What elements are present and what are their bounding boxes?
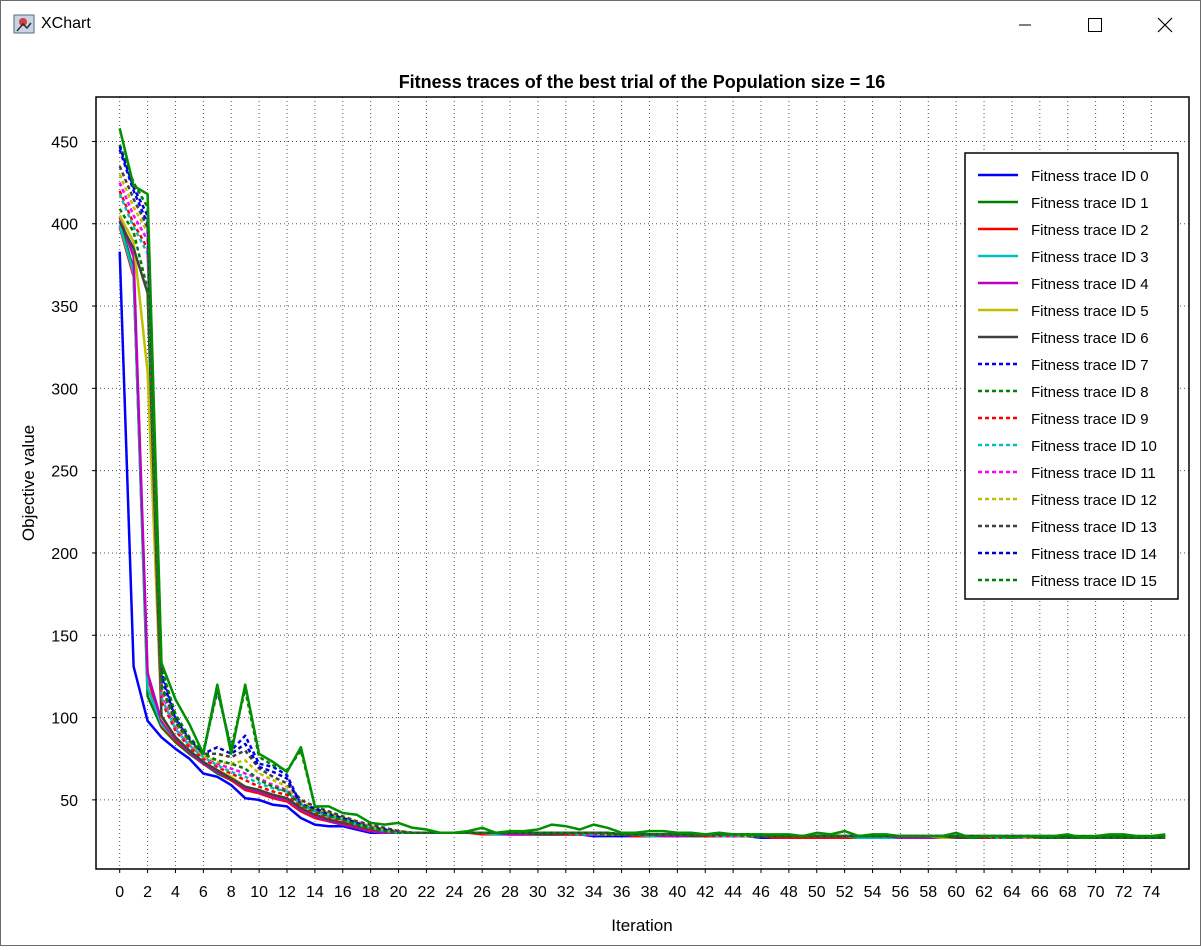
x-tick-label: 70: [1087, 884, 1105, 901]
x-tick-label: 28: [501, 884, 519, 901]
maximize-icon: [1088, 18, 1102, 32]
x-tick-label: 34: [585, 884, 603, 901]
x-tick-label: 18: [362, 884, 380, 901]
x-tick-label: 66: [1031, 884, 1049, 901]
x-tick-label: 0: [115, 884, 124, 901]
minimize-icon: [1019, 24, 1031, 26]
legend-box: [964, 152, 1179, 600]
legend-label: Fitness trace ID 12: [1031, 492, 1157, 509]
y-tick-label: 200: [51, 546, 78, 563]
x-tick-label: 74: [1142, 884, 1160, 901]
x-tick-label: 58: [919, 884, 937, 901]
x-tick-label: 32: [557, 884, 575, 901]
x-axis-ticks: 0 2 4 6 8 10 12 14 16 18 20 22 24 26 28 30 32 34 36 38 40 42 4…: [115, 869, 1160, 901]
x-tick-label: 54: [864, 884, 882, 901]
legend-label: Fitness trace ID 15: [1031, 573, 1157, 590]
x-tick-label: 48: [780, 884, 798, 901]
maximize-button[interactable]: [1072, 1, 1118, 49]
legend-label: Fitness trace ID 9: [1031, 411, 1149, 428]
x-tick-label: 6: [199, 884, 208, 901]
y-tick-label: 300: [51, 381, 78, 398]
plot-area-border: [95, 96, 1190, 870]
x-tick-label: 8: [227, 884, 236, 901]
chart-title: Fitness traces of the best trial of the …: [399, 72, 886, 92]
x-tick-label: 22: [418, 884, 436, 901]
title-bar[interactable]: XChart: [1, 1, 1200, 49]
legend-label: Fitness trace ID 1: [1031, 195, 1149, 212]
x-tick-label: 64: [1003, 884, 1021, 901]
x-tick-label: 2: [143, 884, 152, 901]
x-tick-label: 4: [171, 884, 180, 901]
x-tick-label: 62: [975, 884, 993, 901]
x-tick-label: 12: [278, 884, 296, 901]
series-line-15: [118, 208, 1166, 839]
y-tick-label: 250: [51, 464, 78, 481]
x-tick-label: 52: [836, 884, 854, 901]
y-tick-label: 100: [51, 711, 78, 728]
window-title: XChart: [41, 15, 91, 32]
legend-label: Fitness trace ID 6: [1031, 330, 1149, 347]
x-tick-label: 14: [306, 884, 324, 901]
x-tick-label: 40: [668, 884, 686, 901]
xchart-app-icon: [13, 14, 35, 34]
x-tick-label: 20: [390, 884, 408, 901]
y-tick-label: 400: [51, 217, 78, 234]
x-tick-label: 50: [808, 884, 826, 901]
legend-label: Fitness trace ID 8: [1031, 384, 1149, 401]
legend-label: Fitness trace ID 5: [1031, 303, 1149, 320]
legend-label: Fitness trace ID 10: [1031, 438, 1157, 455]
legend-label: Fitness trace ID 0: [1031, 168, 1149, 185]
x-tick-label: 10: [250, 884, 268, 901]
legend-label: Fitness trace ID 14: [1031, 546, 1157, 563]
close-button[interactable]: [1142, 1, 1188, 49]
x-tick-label: 16: [334, 884, 352, 901]
x-tick-label: 60: [947, 884, 965, 901]
y-axis-ticks: 50 100 150 200 250 300 350 400 450: [51, 134, 96, 810]
chart-panel: Fitness traces of the best trial of the …: [2, 49, 1201, 945]
legend-label: Fitness trace ID 11: [1031, 465, 1156, 482]
plot-series: [118, 128, 1166, 839]
x-tick-label: 30: [529, 884, 547, 901]
y-tick-label: 150: [51, 628, 78, 645]
x-tick-label: 42: [696, 884, 714, 901]
x-tick-label: 26: [473, 884, 491, 901]
close-icon: [1157, 17, 1173, 33]
x-tick-label: 72: [1115, 884, 1133, 901]
x-tick-label: 44: [724, 884, 742, 901]
y-tick-label: 50: [60, 793, 78, 810]
minimize-button[interactable]: [1002, 1, 1048, 49]
series-line-16: [118, 128, 1166, 839]
y-tick-label: 450: [51, 134, 78, 151]
legend-label: Fitness trace ID 13: [1031, 519, 1157, 536]
legend-label: Fitness trace ID 3: [1031, 249, 1149, 266]
legend-label: Fitness trace ID 4: [1031, 276, 1149, 293]
x-tick-label: 24: [445, 884, 463, 901]
x-tick-label: 56: [892, 884, 910, 901]
x-tick-label: 68: [1059, 884, 1077, 901]
x-tick-label: 38: [641, 884, 659, 901]
legend-label: Fitness trace ID 7: [1031, 357, 1149, 374]
y-axis-label: Objective value: [19, 425, 38, 541]
x-tick-label: 46: [752, 884, 770, 901]
x-tick-label: 36: [613, 884, 631, 901]
x-axis-label: Iteration: [611, 916, 672, 935]
y-tick-label: 350: [51, 299, 78, 316]
legend: Fitness trace ID 0 Fitness trace ID 1 Fitn…: [964, 152, 1179, 600]
legend-label: Fitness trace ID 2: [1031, 222, 1149, 239]
line-chart: Fitness traces of the best trial of the …: [19, 72, 1190, 935]
